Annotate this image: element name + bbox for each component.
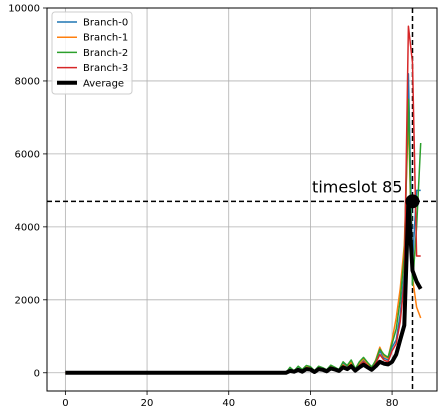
- x-tick-label: 0: [62, 398, 68, 409]
- x-tick-label: 40: [222, 398, 235, 409]
- y-tick-label: 10000: [8, 4, 40, 15]
- marker-layer: [405, 194, 420, 209]
- y-tick-label: 2000: [15, 295, 40, 306]
- series-line-average: [65, 199, 423, 375]
- legend-label-branch-1: Branch-1: [83, 33, 128, 44]
- legend: Branch-0 Branch-1 Branch-2 Branch-3 Average: [51, 11, 133, 95]
- ticks: 0 20 40 60 80 0 2000 4000 6000 8000 10000: [8, 4, 398, 410]
- legend-label-average: Average: [83, 78, 124, 89]
- highlight-marker: [405, 194, 420, 209]
- series-lines: [65, 25, 423, 375]
- annotation-label: timeslot 85: [312, 177, 402, 196]
- legend-label-branch-3: Branch-3: [83, 63, 128, 74]
- legend-label-branch-0: Branch-0: [83, 18, 128, 29]
- y-tick-label: 6000: [15, 149, 40, 160]
- x-tick-label: 80: [386, 398, 399, 409]
- legend-box: [51, 11, 133, 95]
- y-tick-label: 0: [34, 368, 40, 379]
- x-tick-label: 20: [141, 398, 154, 409]
- series-line-branch-2: [65, 98, 422, 374]
- y-tick-label: 4000: [15, 222, 40, 233]
- reference-lines: [47, 8, 437, 391]
- legend-label-branch-2: Branch-2: [83, 48, 128, 59]
- y-tick-label: 8000: [15, 76, 40, 87]
- axes-frame: [46, 7, 438, 392]
- x-tick-label: 60: [304, 398, 317, 409]
